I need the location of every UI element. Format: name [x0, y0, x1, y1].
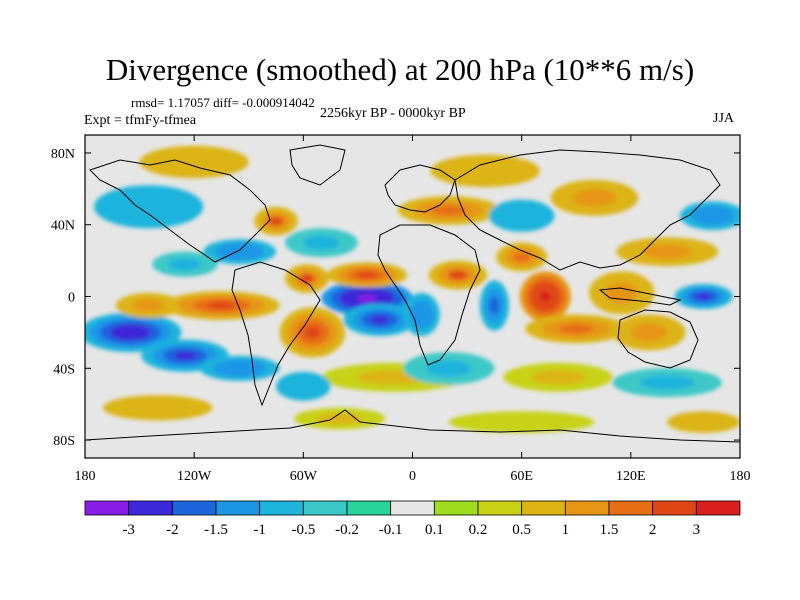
- field-cell-38-0: [667, 411, 740, 433]
- colorbar-swatch-12: [608, 500, 654, 516]
- field-cell-4-2: [226, 364, 253, 373]
- map-field: [85, 135, 740, 458]
- coast-europe: [384, 164, 456, 213]
- colorbar-label-6: -0.1: [379, 522, 403, 538]
- colorbar-swatch-11: [564, 500, 610, 516]
- colorbar-label-9: 0.5: [512, 522, 531, 538]
- field-cell-28-2: [431, 205, 466, 216]
- colorbar-swatch-2: [171, 500, 217, 516]
- colorbar-swatch-9: [477, 500, 523, 516]
- field-cell-37-1: [316, 413, 363, 424]
- field-cell-22-2: [268, 216, 284, 226]
- colorbar-label-2: -1.5: [204, 522, 228, 538]
- field-cell-33-1: [530, 370, 586, 385]
- x-tick-label-4: 60E: [510, 469, 533, 484]
- field-cell-23-2: [227, 247, 252, 256]
- field-cell-19-1: [641, 244, 693, 259]
- field-cell-10-2: [448, 270, 468, 280]
- colorbar-swatch-3: [215, 500, 261, 516]
- y-tick-label-3: 40S: [53, 362, 75, 377]
- chart-title: Divergence (smoothed) at 200 hPa (10**6 …: [105, 52, 695, 87]
- field-cell-29-1: [505, 207, 539, 224]
- colorbar-swatch-0: [84, 500, 130, 516]
- colorbar-swatch-5: [302, 500, 348, 516]
- colorbar-label-10: 1: [562, 522, 570, 538]
- colorbar-label-12: 2: [649, 522, 657, 538]
- x-tick-label-6: 180: [730, 469, 751, 484]
- coastlines: [85, 144, 740, 443]
- x-tick-label-3: 0: [409, 469, 416, 484]
- field-cell-17-3: [696, 293, 711, 300]
- colorbar-swatch-7: [390, 500, 435, 516]
- colorbar-swatch-10: [521, 500, 566, 516]
- divergence-field: [85, 145, 740, 433]
- colorbar-label-1: -2: [166, 522, 179, 538]
- field-cell-12-2: [489, 297, 500, 314]
- field-cell-7-3: [304, 326, 321, 339]
- field-cell-0-4: [357, 294, 377, 302]
- colorbar-label-3: -1: [253, 522, 266, 538]
- y-tick-label-2: 0: [68, 291, 75, 306]
- x-tick-label-5: 120E: [616, 469, 646, 484]
- coast-australia: [617, 309, 699, 369]
- coast-south-america: [231, 261, 321, 407]
- coast-asia: [454, 149, 721, 271]
- field-cell-15-2: [559, 324, 594, 334]
- field-cell-30-1: [572, 188, 617, 207]
- field-cell-13-4: [540, 291, 551, 302]
- field-cell-35-0: [103, 395, 213, 421]
- season-label: JJA: [713, 111, 735, 126]
- field-cell-3-3: [174, 351, 196, 360]
- experiment-label: Expt = tfmFy-tfmea: [84, 113, 197, 128]
- field-cell-25-1: [303, 235, 340, 250]
- y-tick-label-0: 80N: [51, 147, 75, 162]
- coast-north-america: [89, 159, 271, 263]
- colorbar-label-7: 0.1: [425, 522, 444, 538]
- x-tick-label-2: 60W: [290, 469, 318, 484]
- field-cell-39-1: [289, 379, 317, 394]
- field-cell-6-3: [206, 301, 237, 310]
- colorbar-swatch-14: [695, 500, 741, 516]
- colorbar-swatch-1: [128, 500, 173, 516]
- colorbar-label-4: -0.5: [291, 522, 315, 538]
- coast-africa: [377, 224, 481, 366]
- field-cell-11-2: [415, 307, 428, 322]
- field-cell-34-1: [639, 375, 695, 390]
- colorbar-swatch-6: [346, 500, 392, 516]
- field-cell-14-2: [513, 252, 531, 262]
- coast-greenland: [289, 144, 346, 186]
- field-cell-27-0: [430, 154, 540, 188]
- field-cell-21-1: [121, 196, 176, 218]
- field-cell-26-0: [139, 145, 249, 179]
- field-cell-8-2: [299, 273, 315, 284]
- field-cell-24-1: [168, 257, 202, 271]
- y-tick-label-1: 40N: [51, 219, 75, 234]
- axis-ticks: 180 120W 60W 0 60E 120E 180 80N 40N 0 40S 80S: [51, 135, 751, 484]
- coast-indonesia: [598, 287, 682, 306]
- stats-text: rmsd= 1.17057 diff= -0.000914042: [131, 95, 315, 110]
- field-cell-20-2: [701, 210, 724, 221]
- y-tick-label-4: 80S: [53, 434, 75, 449]
- field-cell-32-1: [426, 360, 472, 377]
- field-cell-9-3: [357, 271, 378, 279]
- colorbar-label-0: -3: [122, 522, 135, 538]
- field-cell-18-1: [630, 323, 668, 342]
- colorbar-label-8: 0.2: [469, 522, 488, 538]
- period-label: 2256kyr BP - 0000kyr BP: [320, 106, 466, 121]
- field-cell-5-1: [132, 299, 166, 312]
- field-cell-1-3: [370, 315, 389, 324]
- coast-antarctica: [85, 409, 740, 443]
- colorbar-swatch-8: [433, 500, 479, 516]
- x-tick-label-1: 120W: [177, 469, 212, 484]
- colorbar-label-11: 1.5: [600, 522, 619, 538]
- field-cell-36-0: [448, 411, 595, 433]
- colorbar-swatch-4: [259, 500, 304, 516]
- x-tick-label-0: 180: [75, 469, 96, 484]
- colorbar: -3 -2 -1.5 -1 -0.5 -0.2 -0.1 0.1 0.2 0.5 1 1.5 2 3: [84, 500, 741, 538]
- colorbar-label-13: 3: [693, 522, 701, 538]
- colorbar-label-5: -0.2: [335, 522, 359, 538]
- field-cell-2-4: [120, 328, 141, 337]
- colorbar-swatch-13: [652, 500, 697, 516]
